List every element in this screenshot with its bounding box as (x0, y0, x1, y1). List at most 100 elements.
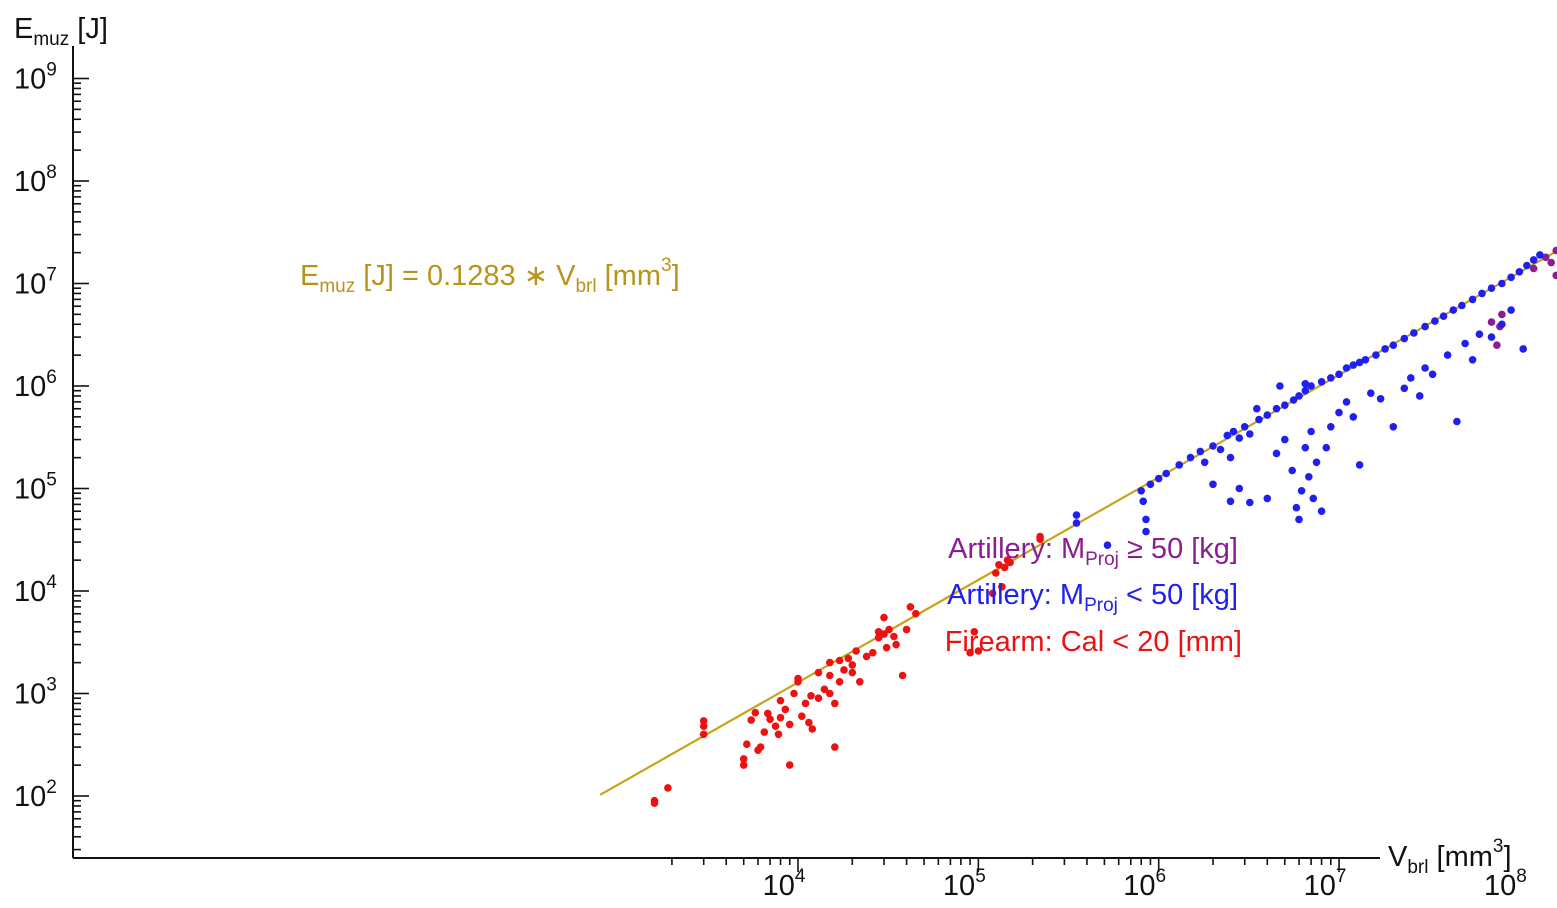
data-point (1529, 256, 1538, 264)
data-point (1253, 404, 1261, 413)
data-point (856, 678, 864, 686)
data-point (1431, 317, 1439, 325)
data-point (998, 583, 1006, 591)
data-point (1415, 392, 1424, 400)
data-point (1449, 306, 1458, 314)
data-point (781, 705, 790, 714)
data-point (751, 708, 760, 717)
data-point (852, 647, 860, 655)
data-point (840, 666, 848, 674)
y-tick-label: 103 (14, 675, 57, 711)
data-point (880, 613, 888, 622)
data-point (1200, 458, 1209, 467)
data-point (1317, 378, 1326, 386)
data-point (785, 761, 794, 769)
data-point (1142, 527, 1150, 536)
data-point (807, 692, 815, 700)
data-point (1478, 289, 1486, 298)
data-point (1240, 423, 1249, 431)
data-point (1421, 322, 1429, 331)
data-point (1507, 306, 1515, 314)
fit-line-layer (599, 249, 1557, 796)
data-point (862, 652, 871, 661)
data-point (835, 678, 844, 686)
data-point (776, 696, 785, 705)
data-point (906, 603, 915, 611)
data-point (1307, 382, 1315, 390)
data-point (1381, 345, 1389, 353)
series-1 (1072, 251, 1544, 549)
data-point (1146, 480, 1155, 489)
data-point (1458, 301, 1466, 310)
data-point (992, 569, 1000, 577)
data-point (1515, 268, 1524, 276)
data-point (776, 713, 785, 722)
data-point (1400, 384, 1409, 393)
data-point (1443, 351, 1452, 359)
data-point (848, 661, 857, 669)
data-point (771, 722, 780, 730)
axes: 1041051061071081091010102103104105106107… (14, 46, 1527, 902)
data-point (1468, 295, 1477, 304)
data-point (1367, 389, 1375, 398)
data-point (1072, 511, 1081, 519)
data-point (1301, 386, 1310, 395)
legend: Artillery: MProj ≥ 50 [kg] Artillery: MP… (945, 533, 1242, 658)
data-point (1235, 484, 1244, 493)
data-point (995, 561, 1003, 569)
data-point (814, 694, 823, 702)
data-point (785, 720, 794, 729)
data-point (1487, 284, 1496, 293)
data-point (1529, 264, 1538, 273)
data-point (1142, 515, 1150, 524)
data-point (1295, 515, 1303, 524)
data-point (1103, 541, 1112, 549)
data-point (1355, 461, 1364, 469)
y-axis-title: Emuz [J] (14, 13, 108, 50)
y-tick-label: 105 (14, 470, 57, 506)
data-point (1317, 507, 1326, 515)
data-point (1196, 447, 1205, 456)
data-point (1542, 253, 1550, 262)
series-0 (1487, 246, 1557, 350)
data-point (1209, 480, 1217, 489)
data-point (764, 709, 772, 718)
data-point (699, 717, 708, 725)
data-point (664, 784, 672, 792)
data-point (1281, 435, 1289, 444)
data-point (1272, 404, 1281, 413)
data-point (1327, 374, 1335, 382)
data-point (760, 728, 769, 736)
data-point (988, 589, 997, 598)
data-point (1355, 358, 1364, 367)
data-point (1439, 312, 1448, 321)
data-point (1226, 453, 1235, 462)
data-point (801, 699, 810, 708)
data-point (1342, 398, 1351, 406)
data-point (1498, 320, 1506, 329)
data-point (1552, 271, 1557, 280)
data-point (699, 722, 708, 730)
data-point (1307, 427, 1315, 436)
data-point (831, 743, 839, 751)
data-point (1226, 497, 1235, 506)
data-point (1301, 380, 1310, 388)
data-point (1072, 519, 1081, 527)
data-point (739, 761, 748, 769)
data-point (1235, 434, 1244, 442)
data-point (699, 730, 708, 739)
data-point (826, 658, 834, 667)
data-point (808, 725, 817, 733)
data-point (1139, 497, 1147, 506)
data-point (774, 730, 783, 739)
data-point (1175, 461, 1183, 469)
x-tick-label: 104 (763, 866, 806, 902)
data-point (1376, 395, 1385, 403)
data-point (1507, 273, 1515, 282)
data-point (1154, 474, 1163, 483)
data-point (1276, 382, 1284, 390)
data-point (898, 671, 907, 680)
data-point (1288, 466, 1296, 475)
data-point (848, 668, 857, 677)
data-point (1137, 487, 1145, 495)
